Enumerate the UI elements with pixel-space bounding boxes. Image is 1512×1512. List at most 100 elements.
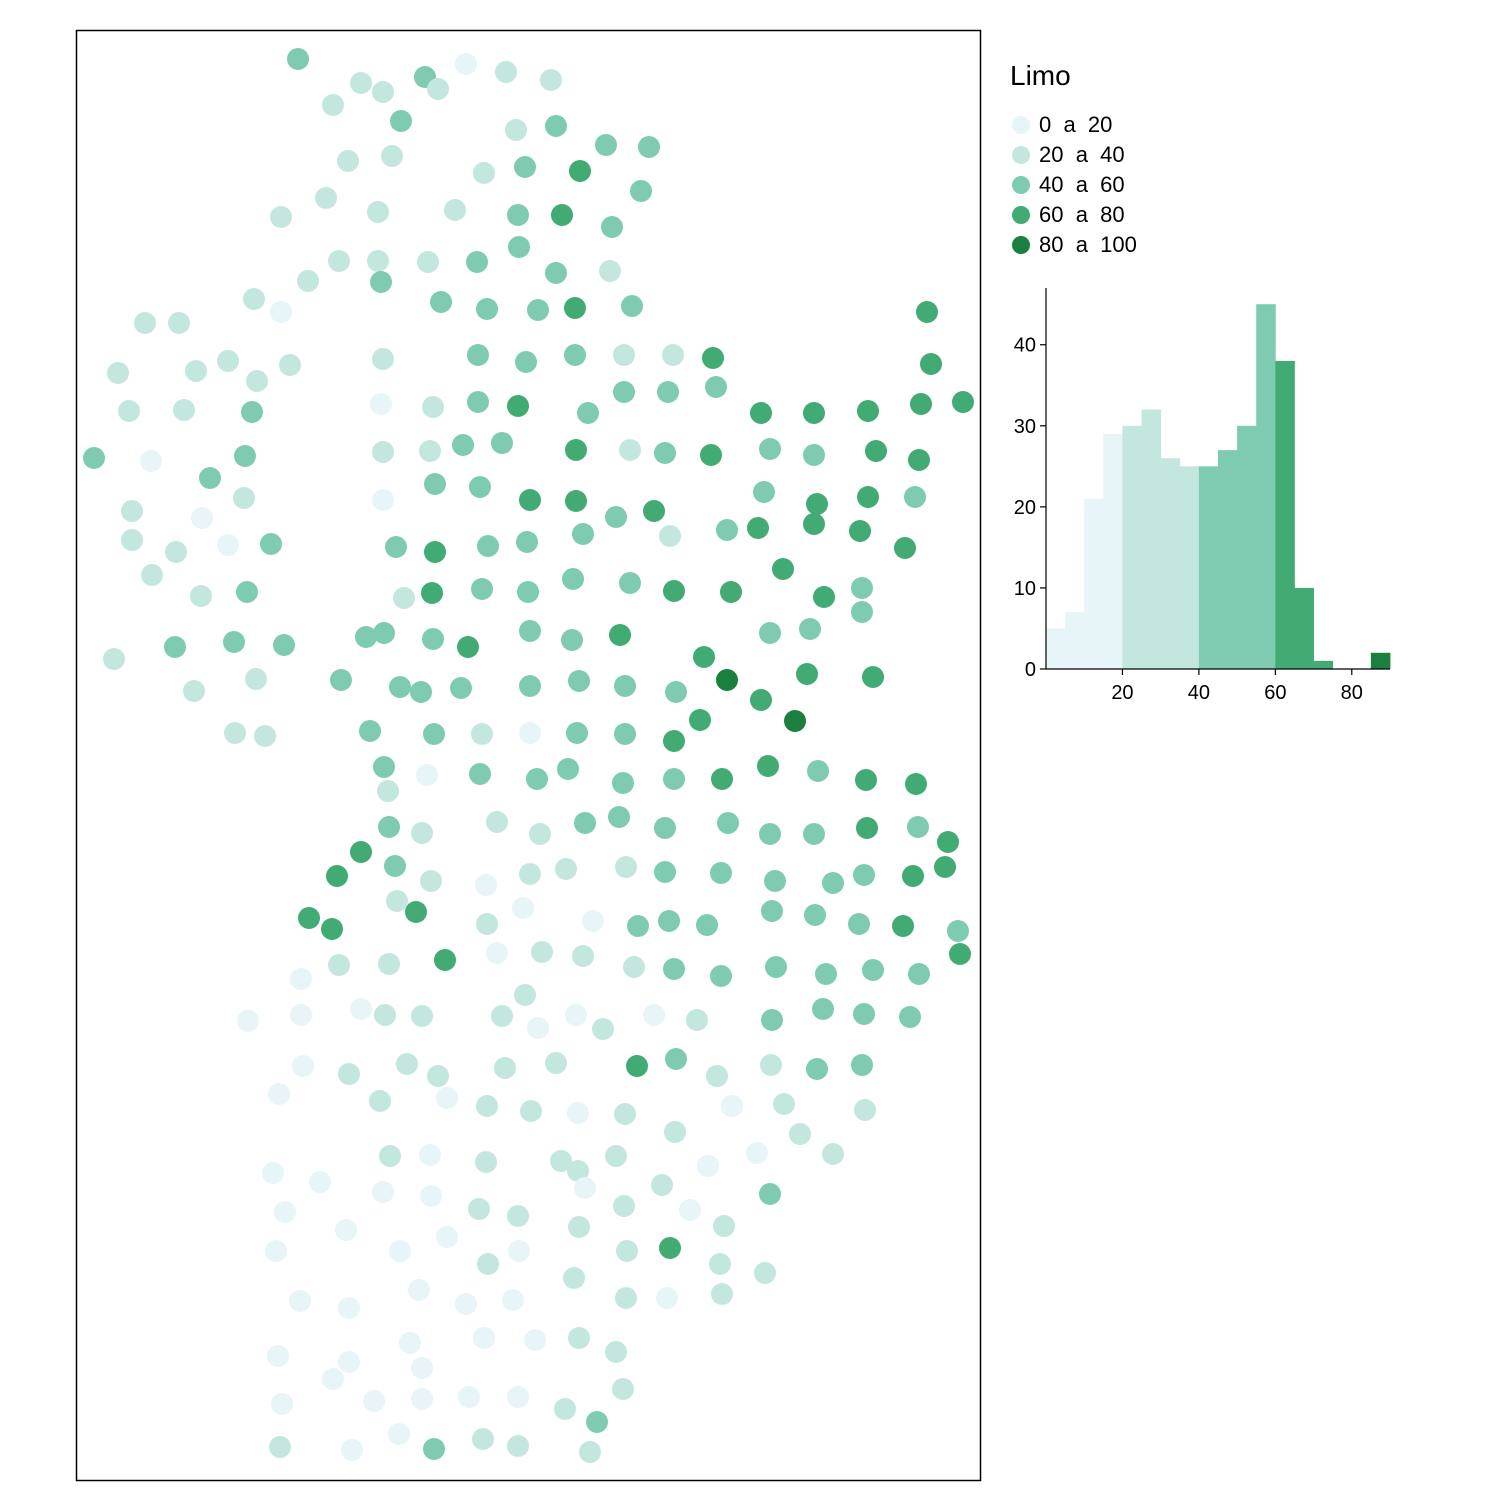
sample-point — [568, 1216, 590, 1238]
sample-point — [566, 722, 588, 744]
sample-point — [851, 1054, 873, 1076]
sample-point — [899, 1006, 921, 1028]
sample-point — [550, 1150, 572, 1172]
sample-point — [517, 581, 539, 603]
sample-point — [851, 601, 873, 623]
sample-point — [807, 760, 829, 782]
sample-point — [519, 489, 541, 511]
sample-point — [254, 725, 276, 747]
sample-point — [612, 1378, 634, 1400]
legend-title: Limo — [1010, 60, 1071, 91]
sample-point — [894, 537, 916, 559]
legend-swatch — [1012, 176, 1030, 194]
sample-point — [565, 439, 587, 461]
legend-swatch — [1012, 116, 1030, 134]
sample-point — [902, 865, 924, 887]
sample-point — [627, 915, 649, 937]
sample-point — [750, 689, 772, 711]
legend-swatch — [1012, 146, 1030, 164]
sample-point — [949, 943, 971, 965]
sample-point — [495, 61, 517, 83]
sample-point — [665, 681, 687, 703]
sample-point — [476, 298, 498, 320]
sample-point — [245, 668, 267, 690]
sample-point — [908, 449, 930, 471]
sample-point — [486, 811, 508, 833]
sample-point — [713, 1215, 735, 1237]
sample-point — [947, 920, 969, 942]
sample-point — [937, 831, 959, 853]
sample-point — [335, 1219, 357, 1241]
legend-item: 0 a 20 — [1012, 112, 1112, 138]
sample-point — [190, 585, 212, 607]
sample-point — [693, 646, 715, 668]
histogram-bars — [1046, 304, 1391, 669]
sample-point — [658, 910, 680, 932]
sample-point — [241, 401, 263, 423]
sample-point — [760, 1054, 782, 1076]
sample-point — [892, 915, 914, 937]
sample-point — [473, 1327, 495, 1349]
sample-point — [507, 204, 529, 226]
sample-point — [765, 956, 787, 978]
legend-label: 80 a 100 — [1039, 232, 1137, 257]
sample-point — [289, 1290, 311, 1312]
sample-point — [806, 493, 828, 515]
sample-point — [372, 348, 394, 370]
sample-point — [952, 391, 974, 413]
sample-point — [616, 1240, 638, 1262]
sample-point — [411, 1005, 433, 1027]
sample-point — [298, 907, 320, 929]
sample-point — [934, 856, 956, 878]
sample-point — [217, 534, 239, 556]
sample-point — [759, 1183, 781, 1205]
sample-point — [608, 806, 630, 828]
sample-point — [567, 1102, 589, 1124]
sample-point — [574, 812, 596, 834]
sample-point — [754, 1262, 776, 1284]
sample-point — [615, 1287, 637, 1309]
sample-point — [686, 1009, 708, 1031]
sample-point — [654, 442, 676, 464]
sample-point — [705, 376, 727, 398]
sample-point — [473, 162, 495, 184]
sample-point — [656, 1287, 678, 1309]
sample-point — [531, 941, 553, 963]
sample-point — [199, 467, 221, 489]
sample-point — [386, 890, 408, 912]
sample-point — [663, 768, 685, 790]
sample-point — [849, 520, 871, 542]
sample-point — [697, 1155, 719, 1177]
legend-label: 0 a 20 — [1039, 112, 1113, 137]
sample-point — [527, 299, 549, 321]
sample-point — [421, 582, 443, 604]
sample-point — [372, 441, 394, 463]
sample-point — [411, 1357, 433, 1379]
sample-point — [508, 236, 530, 258]
sample-point — [907, 816, 929, 838]
sample-point — [557, 758, 579, 780]
sample-point — [507, 1435, 529, 1457]
sample-point — [822, 1143, 844, 1165]
sample-point — [574, 1177, 596, 1199]
sample-point — [569, 160, 591, 182]
sample-point — [803, 823, 825, 845]
legend-swatch — [1012, 206, 1030, 224]
sample-point — [262, 1162, 284, 1184]
sample-point — [267, 1345, 289, 1367]
sample-point — [716, 669, 738, 691]
sample-point — [328, 954, 350, 976]
sample-point — [638, 136, 660, 158]
sample-point — [621, 295, 643, 317]
sample-point — [326, 865, 348, 887]
sample-point — [665, 1048, 687, 1070]
y-tick-label: 20 — [1014, 497, 1036, 519]
sample-point — [321, 918, 343, 940]
sample-point — [423, 723, 445, 745]
sample-point — [527, 1017, 549, 1039]
sample-point — [121, 529, 143, 551]
sample-point — [292, 1055, 314, 1077]
sample-point — [424, 541, 446, 563]
sample-point — [750, 402, 772, 424]
sample-point — [417, 251, 439, 273]
